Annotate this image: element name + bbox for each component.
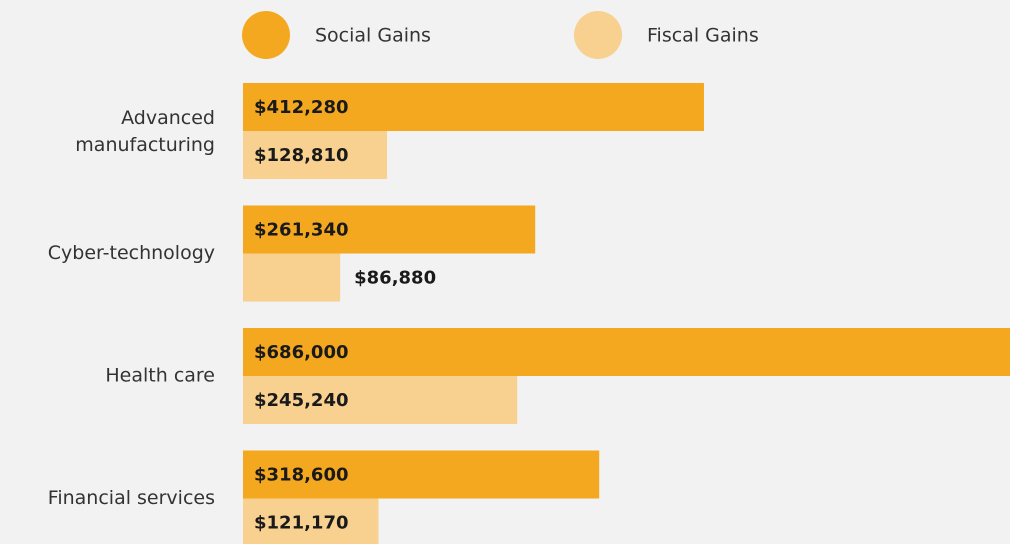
value-label: $686,000 <box>254 342 349 363</box>
bar <box>243 253 341 302</box>
category-label: Health care <box>105 365 215 387</box>
value-label: $245,240 <box>254 390 349 411</box>
value-label: $86,880 <box>354 268 436 289</box>
legend-label: Fiscal Gains <box>647 25 759 47</box>
bar <box>243 328 1010 376</box>
bar <box>243 376 518 424</box>
bar <box>243 205 536 254</box>
category-label: Financial services <box>48 487 215 509</box>
bar <box>243 83 704 131</box>
value-label: $412,280 <box>254 97 349 118</box>
category-label: Cyber-technology <box>48 242 215 264</box>
legend-swatch <box>242 11 290 59</box>
bar <box>243 450 600 499</box>
bar <box>243 498 379 544</box>
bar <box>243 131 388 179</box>
value-label: $261,340 <box>254 220 349 241</box>
legend-label: Social Gains <box>315 25 431 47</box>
category-label: Advanced manufacturing <box>75 107 215 156</box>
value-label: $128,810 <box>254 145 349 166</box>
value-label: $121,170 <box>254 513 349 534</box>
value-label: $318,600 <box>254 465 349 486</box>
legend-swatch <box>574 11 622 59</box>
